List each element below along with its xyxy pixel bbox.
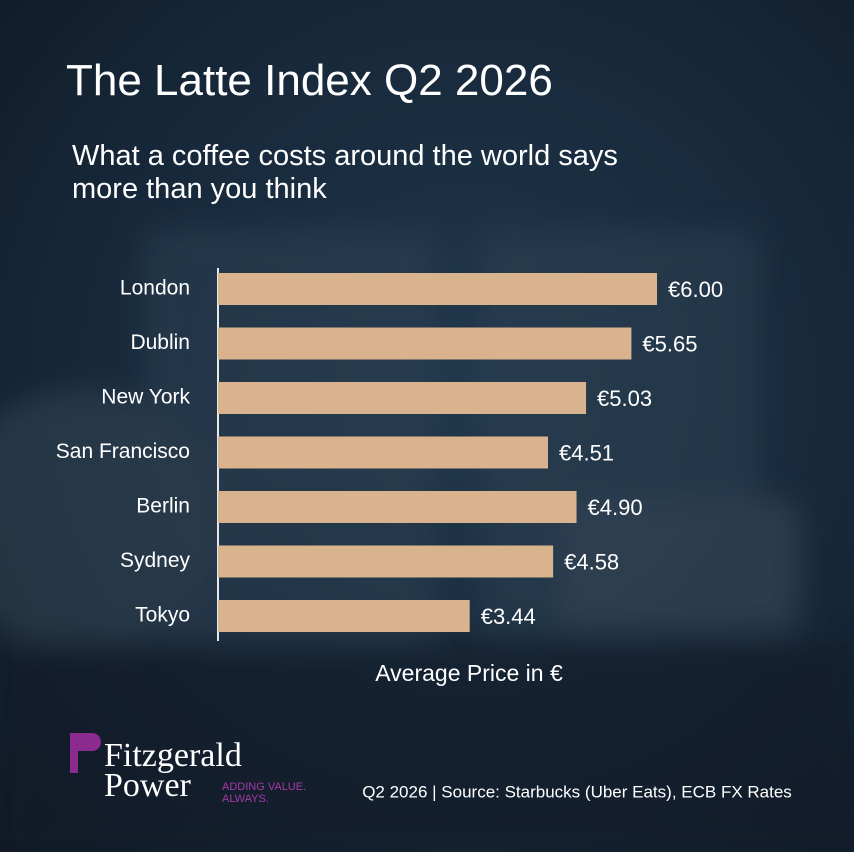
bar [218,600,470,632]
y-tick-label: New York [101,386,190,409]
source-note: Q2 2026 | Source: Starbucks (Uber Eats),… [362,782,792,801]
bar [218,382,587,414]
data-label: €4.51 [559,440,614,465]
x-axis-title: Average Price in € [375,660,563,686]
y-tick-label: Berlin [136,495,190,518]
y-tick-label: San Francisco [56,440,190,463]
brand-tagline: ADDING VALUE. [222,781,306,793]
data-label: €4.90 [588,495,643,520]
y-tick-label: Tokyo [135,604,190,627]
logo-icon [78,733,101,751]
y-tick-label: London [120,277,190,300]
chart-subtitle: What a coffee costs around the world say… [72,140,618,205]
logo: Fitzgerald Power ADDING VALUE. ALWAYS. [70,733,306,805]
data-label: €5.03 [597,386,652,411]
bar [218,436,548,469]
bar [218,327,632,360]
brand-name: Power [104,767,192,804]
data-label: €4.58 [564,549,619,574]
chart-title: The Latte Index Q2 2026 [66,56,553,105]
logo-icon [70,733,78,773]
data-label: €3.44 [481,604,536,629]
y-tick-label: Dublin [130,331,190,354]
y-tick-label: Sydney [120,549,191,572]
bar [218,273,658,305]
brand-tagline: ALWAYS. [222,793,269,805]
bar [218,545,554,578]
data-label: €6.00 [668,277,723,302]
data-label: €5.65 [642,331,697,356]
bar [218,491,577,523]
brand-name: Fitzgerald [104,737,242,774]
